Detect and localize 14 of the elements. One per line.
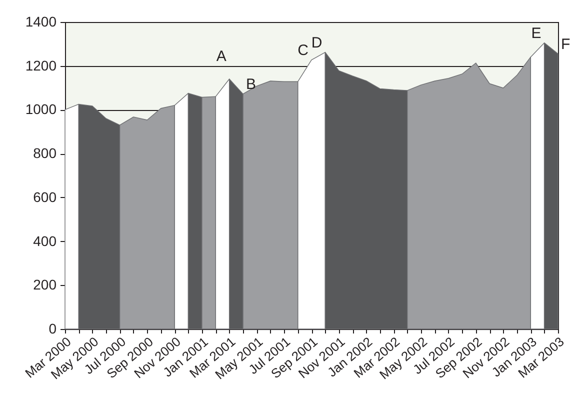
y-tick-label: 1000 [25,101,57,118]
annotation: B [246,76,256,93]
y-tick-label: 1200 [25,57,57,74]
y-tick-label: 200 [33,276,57,293]
annotation: F [561,36,570,53]
annotation: C [298,42,309,59]
y-tick-label: 0 [48,320,57,336]
annotation: E [531,24,542,42]
annotation: A [216,48,226,66]
y-tick-label: 600 [33,188,57,205]
y-tick-label: 1400 [25,14,57,30]
annotation: D [311,34,322,52]
y-tick-label: 400 [33,232,57,249]
y-tick-label: 800 [33,145,57,162]
